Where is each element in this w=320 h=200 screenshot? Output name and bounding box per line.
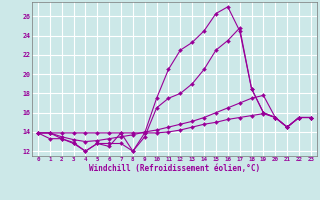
X-axis label: Windchill (Refroidissement éolien,°C): Windchill (Refroidissement éolien,°C) [89,164,260,173]
